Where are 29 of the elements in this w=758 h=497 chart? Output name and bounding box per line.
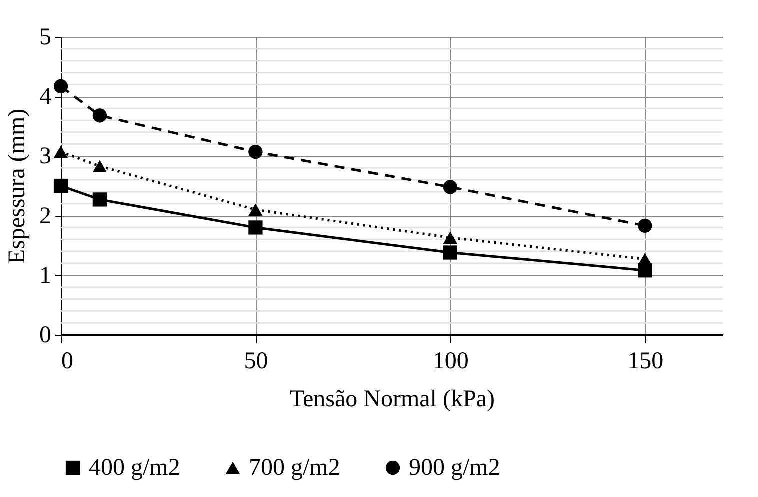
y-axis-title: Espessura (mm) [4,108,30,264]
legend-label: 700 g/m2 [249,455,340,481]
y-tick-label: 5 [40,24,52,50]
point [638,253,652,266]
point [443,180,458,194]
x-tick-label: 50 [244,348,268,374]
x-tick-label: 0 [62,348,74,374]
point [92,192,108,207]
y-tick-label: 4 [40,84,52,110]
point [443,232,458,244]
x-tick-label: 150 [628,348,664,374]
point [92,108,108,123]
y-tick-label: 0 [40,322,52,348]
legend-label: 900 g/m2 [409,455,500,481]
point [638,218,652,233]
x-axis-title: Tensão Normal (kPa) [290,386,495,412]
point [248,204,263,216]
point [248,144,263,160]
y-tick-label: 1 [40,262,52,289]
point [54,178,68,194]
legend-label: 400 g/m2 [89,455,180,481]
y-tick-label: 3 [40,144,52,170]
y-tick-label: 2 [40,203,52,230]
point [248,220,263,235]
point [92,160,108,172]
x-tick-label: 100 [432,348,469,374]
point [54,146,68,158]
point [443,246,458,260]
point [54,79,68,94]
